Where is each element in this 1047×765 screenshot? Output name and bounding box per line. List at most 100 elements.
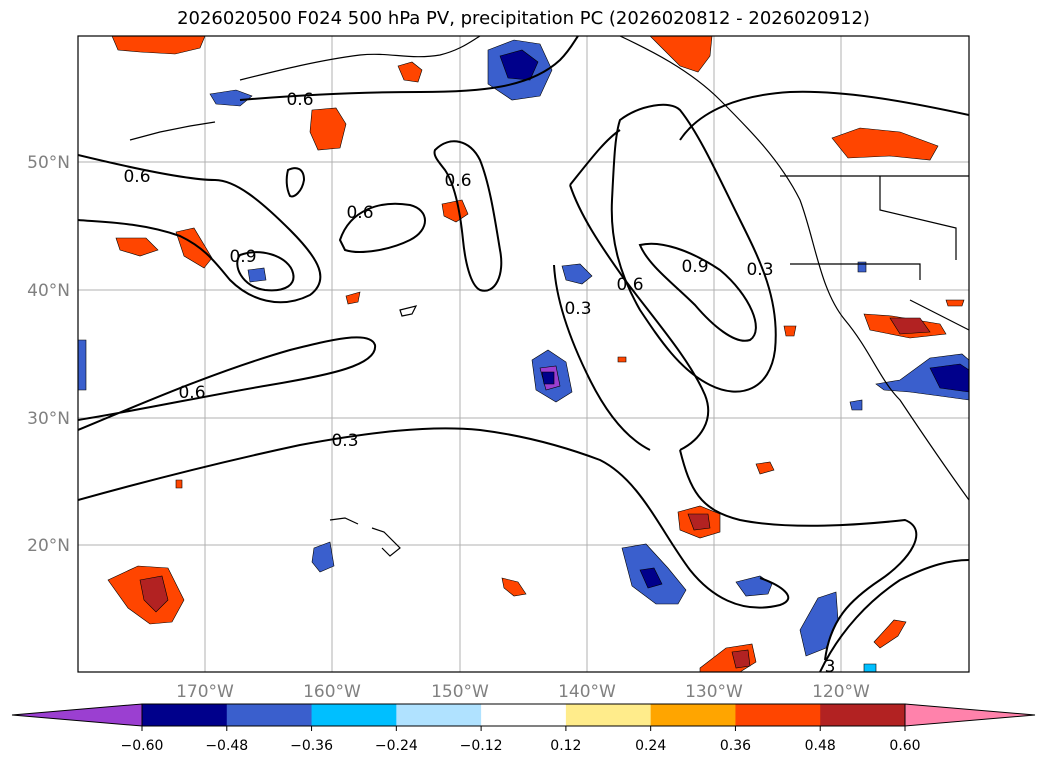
colorbar-tick-label: −0.12 bbox=[460, 738, 503, 754]
precip-positive bbox=[783, 325, 797, 337]
lat-label-20n: 20°N bbox=[27, 536, 70, 556]
contour-label: 0.3 bbox=[331, 431, 358, 451]
precip-strong-positive bbox=[889, 317, 931, 335]
colorbar-segment bbox=[565, 704, 652, 726]
pv-contour bbox=[285, 167, 306, 198]
precip-strong-positive bbox=[139, 575, 169, 613]
pv-contour bbox=[610, 103, 777, 393]
lon-label-150w: 150°W bbox=[431, 682, 489, 702]
colorbar-segment bbox=[650, 704, 736, 726]
map-title: 2026020500 F024 500 hPa PV, precipitatio… bbox=[177, 8, 870, 29]
colorbar-extend-high bbox=[904, 703, 1036, 727]
precip-strong-positive bbox=[687, 513, 711, 531]
colorbar-segment bbox=[735, 704, 821, 726]
precip-positive bbox=[501, 577, 527, 597]
precip-strong-negative bbox=[541, 371, 555, 385]
contour-label: 0.6 bbox=[444, 171, 471, 191]
precip-strong-negative bbox=[929, 363, 969, 393]
lat-label-40n: 40°N bbox=[27, 281, 70, 301]
aleutian-islands bbox=[129, 121, 216, 141]
north-america-coast bbox=[619, 36, 969, 501]
map-area bbox=[78, 36, 969, 672]
precip-positive bbox=[617, 356, 627, 363]
pv-contour bbox=[338, 202, 426, 253]
colorbar-segment bbox=[396, 704, 482, 726]
pv-contour bbox=[78, 154, 322, 304]
colorbar-tick-label: −0.24 bbox=[375, 738, 418, 754]
colorbar-tick-label: −0.60 bbox=[121, 738, 164, 754]
lon-label-140w: 140°W bbox=[558, 682, 616, 702]
precip-positive bbox=[175, 479, 183, 489]
colorbar-tick-label: −0.48 bbox=[205, 738, 248, 754]
state-borders bbox=[790, 263, 921, 280]
precip-negative bbox=[78, 339, 87, 391]
precip-strong-positive bbox=[731, 649, 751, 669]
pv-contour bbox=[679, 90, 969, 141]
precip-strong-negative bbox=[499, 49, 539, 81]
pv-contour bbox=[679, 449, 918, 661]
pv-contour bbox=[433, 140, 503, 292]
lat-label-50n: 50°N bbox=[27, 153, 70, 173]
pv-contour bbox=[819, 559, 969, 672]
contour-label: 3 bbox=[825, 657, 836, 677]
pv-contour bbox=[236, 251, 295, 292]
colorbar-extend-low bbox=[11, 703, 143, 727]
pv-contour bbox=[239, 36, 579, 101]
hawaiian-islands bbox=[329, 517, 401, 557]
pv-contour bbox=[553, 264, 651, 451]
alaska-coast bbox=[239, 36, 481, 81]
contour-label: 0.6 bbox=[178, 383, 205, 403]
colorbar: −0.60 −0.48 −0.36 −0.24 −0.12 0.12 0.24 0.36 0.4… bbox=[11, 703, 1036, 754]
precip-positive bbox=[111, 36, 206, 55]
contour-label: 0.3 bbox=[746, 260, 773, 280]
contour-labels: 0.6 0.6 0.6 0.6 0.9 0.6 0.3 0.6 0.9 0.3 … bbox=[123, 90, 836, 677]
colorbar-segment bbox=[142, 704, 228, 726]
precip-negative bbox=[209, 89, 253, 107]
colorbar-tick-label: 0.24 bbox=[635, 738, 666, 754]
gridlines bbox=[78, 36, 969, 672]
map-frame bbox=[77, 35, 970, 673]
lat-label-30n: 30°N bbox=[27, 409, 70, 429]
precip-positive bbox=[755, 461, 775, 475]
state-borders bbox=[909, 299, 969, 331]
precip-areas bbox=[78, 36, 969, 672]
contour-label: 0.9 bbox=[229, 247, 256, 267]
colorbar-tick-label: 0.60 bbox=[889, 738, 920, 754]
lon-label-170w: 170°W bbox=[176, 682, 234, 702]
pv-contour bbox=[78, 336, 377, 431]
lon-labels: 170°W 160°W 150°W 140°W 130°W 120°W bbox=[176, 682, 870, 702]
contour-label: 0.6 bbox=[286, 90, 313, 110]
pv-contour bbox=[638, 242, 757, 342]
state-borders bbox=[879, 176, 957, 260]
precip-negative bbox=[311, 541, 335, 573]
precip-positive bbox=[873, 619, 907, 649]
colorbar-tick-label: −0.36 bbox=[290, 738, 333, 754]
precip-positive bbox=[945, 299, 965, 307]
precip-strong-negative bbox=[639, 567, 663, 589]
colorbar-tick-label: 0.36 bbox=[720, 738, 751, 754]
contour-label: 0.3 bbox=[564, 299, 591, 319]
colorbar-tick-label: 0.12 bbox=[550, 738, 581, 754]
precip-weak-negative bbox=[863, 663, 877, 672]
contour-label: 0.9 bbox=[681, 257, 708, 277]
island bbox=[399, 305, 418, 317]
precip-positive bbox=[831, 127, 939, 161]
contour-label: 0.6 bbox=[616, 275, 643, 295]
colorbar-tick-label: 0.48 bbox=[805, 738, 836, 754]
lon-label-130w: 130°W bbox=[685, 682, 743, 702]
contour-label: 0.6 bbox=[346, 203, 373, 223]
precip-positive bbox=[115, 237, 159, 257]
precip-negative bbox=[561, 263, 593, 285]
pv-contour bbox=[78, 427, 790, 609]
pv-contours bbox=[78, 36, 969, 672]
colorbar-segment bbox=[311, 704, 397, 726]
precip-positive bbox=[441, 199, 469, 223]
colorbar-segment bbox=[820, 704, 906, 726]
precip-negative bbox=[849, 399, 863, 411]
lat-labels: 50°N 40°N 30°N 20°N bbox=[27, 153, 70, 556]
precip-positive bbox=[345, 291, 361, 305]
lon-label-160w: 160°W bbox=[303, 682, 361, 702]
contour-label: 0.6 bbox=[123, 167, 150, 187]
precip-negative bbox=[735, 575, 773, 597]
